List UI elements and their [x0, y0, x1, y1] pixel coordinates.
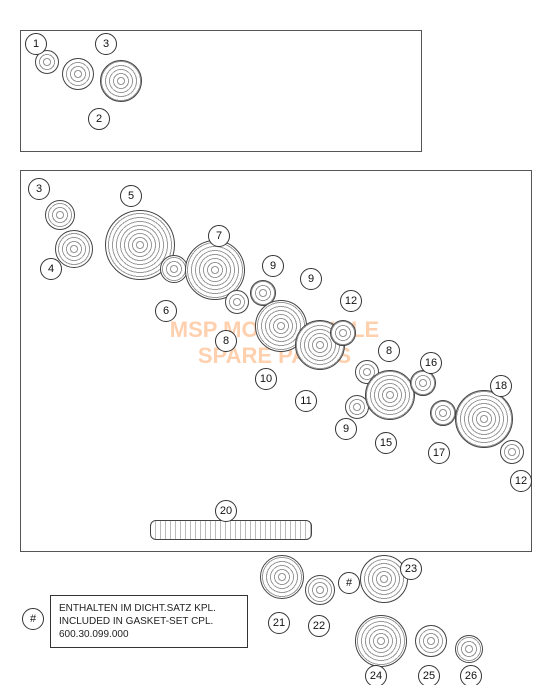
callout-6: 6: [155, 300, 177, 322]
callout-26: 26: [460, 665, 482, 685]
callout-12: 12: [340, 290, 362, 312]
callout-12: 12: [510, 470, 532, 492]
note-line3: 600.30.099.000: [59, 628, 239, 641]
note-hash-marker: #: [22, 608, 44, 630]
gear-15: [365, 370, 415, 420]
callout-21: 21: [268, 612, 290, 634]
washer-17: [430, 400, 456, 426]
callout-1: 1: [25, 33, 47, 55]
gear-18: [455, 390, 513, 448]
callout-23: 23: [400, 558, 422, 580]
callout-17: 17: [428, 442, 450, 464]
note-line1: ENTHALTEN IM DICHT.SATZ KPL.: [59, 602, 239, 615]
callout-16: 16: [420, 352, 442, 374]
exploded-view-frame-2: [20, 170, 532, 552]
callout-10: 10: [255, 368, 277, 390]
callout-8: 8: [378, 340, 400, 362]
exploded-view-frame-1: [20, 30, 422, 152]
gasket-set-note: ENTHALTEN IM DICHT.SATZ KPL. INCLUDED IN…: [50, 595, 248, 648]
bearing-3a: [100, 60, 142, 102]
callout-9: 9: [262, 255, 284, 277]
bearing-3b: [45, 200, 75, 230]
washer-25: [415, 625, 447, 657]
callout-24: 24: [365, 665, 387, 685]
callout-15: 15: [375, 432, 397, 454]
callout-18: 18: [490, 375, 512, 397]
countershaft-20: [150, 520, 312, 540]
callout-9: 9: [335, 418, 357, 440]
washer-6: [160, 255, 188, 283]
callout-9: 9: [300, 268, 322, 290]
bearing-4: [55, 230, 93, 268]
callout-11: 11: [295, 390, 317, 412]
washer-2: [62, 58, 94, 90]
callout-20: 20: [215, 500, 237, 522]
note-line2: INCLUDED IN GASKET-SET CPL.: [59, 615, 239, 628]
callout-7: 7: [208, 225, 230, 247]
callout-3: 3: [95, 33, 117, 55]
seal-22: [305, 575, 335, 605]
callout-8: 8: [215, 330, 237, 352]
washer-8a: [225, 290, 249, 314]
bearing-21: [260, 555, 304, 599]
callout-4: 4: [40, 258, 62, 280]
callout-25: 25: [418, 665, 440, 685]
hash-marker: #: [338, 572, 360, 594]
callout-2: 2: [88, 108, 110, 130]
sprocket-24: [355, 615, 407, 667]
hash-symbol: #: [30, 613, 36, 625]
callout-22: 22: [308, 615, 330, 637]
nut-26: [455, 635, 483, 663]
callout-5: 5: [120, 185, 142, 207]
ring-12b: [500, 440, 524, 464]
ring-12a: [330, 320, 356, 346]
callout-3: 3: [28, 178, 50, 200]
